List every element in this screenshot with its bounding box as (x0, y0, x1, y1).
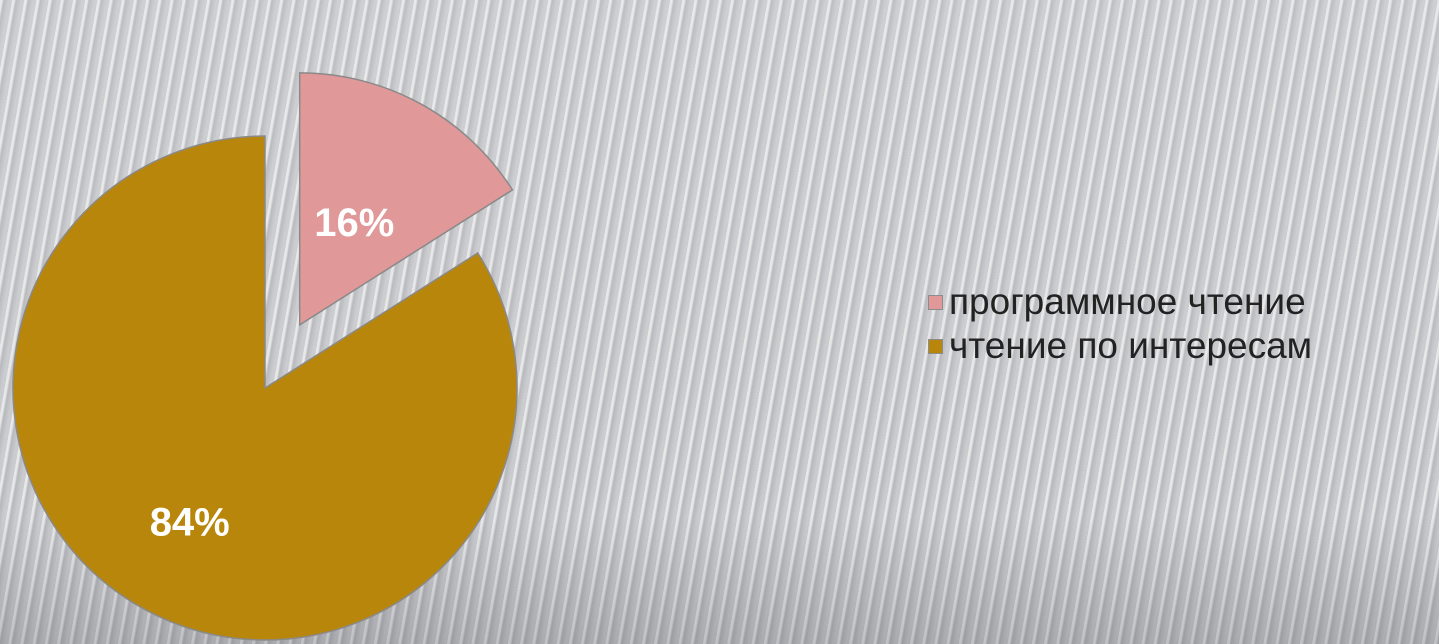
legend-label-interest-reading: чтение по интересам (949, 325, 1313, 366)
slice-label-program-reading: 16% (314, 201, 394, 245)
legend-swatch-program-reading (928, 294, 943, 310)
legend-label-program-reading: программное чтение (949, 281, 1306, 322)
pie-slice-interest-reading (12, 135, 518, 641)
slice-label-interest-reading: 84% (150, 500, 230, 544)
legend-item-interest-reading: чтение по интересам (928, 324, 1312, 368)
pie-slice-program-reading (298, 72, 514, 327)
legend-swatch-interest-reading (928, 338, 943, 354)
legend-item-program-reading: программное чтение (928, 280, 1312, 324)
chart-legend: программное чтение чтение по интересам (928, 280, 1312, 368)
